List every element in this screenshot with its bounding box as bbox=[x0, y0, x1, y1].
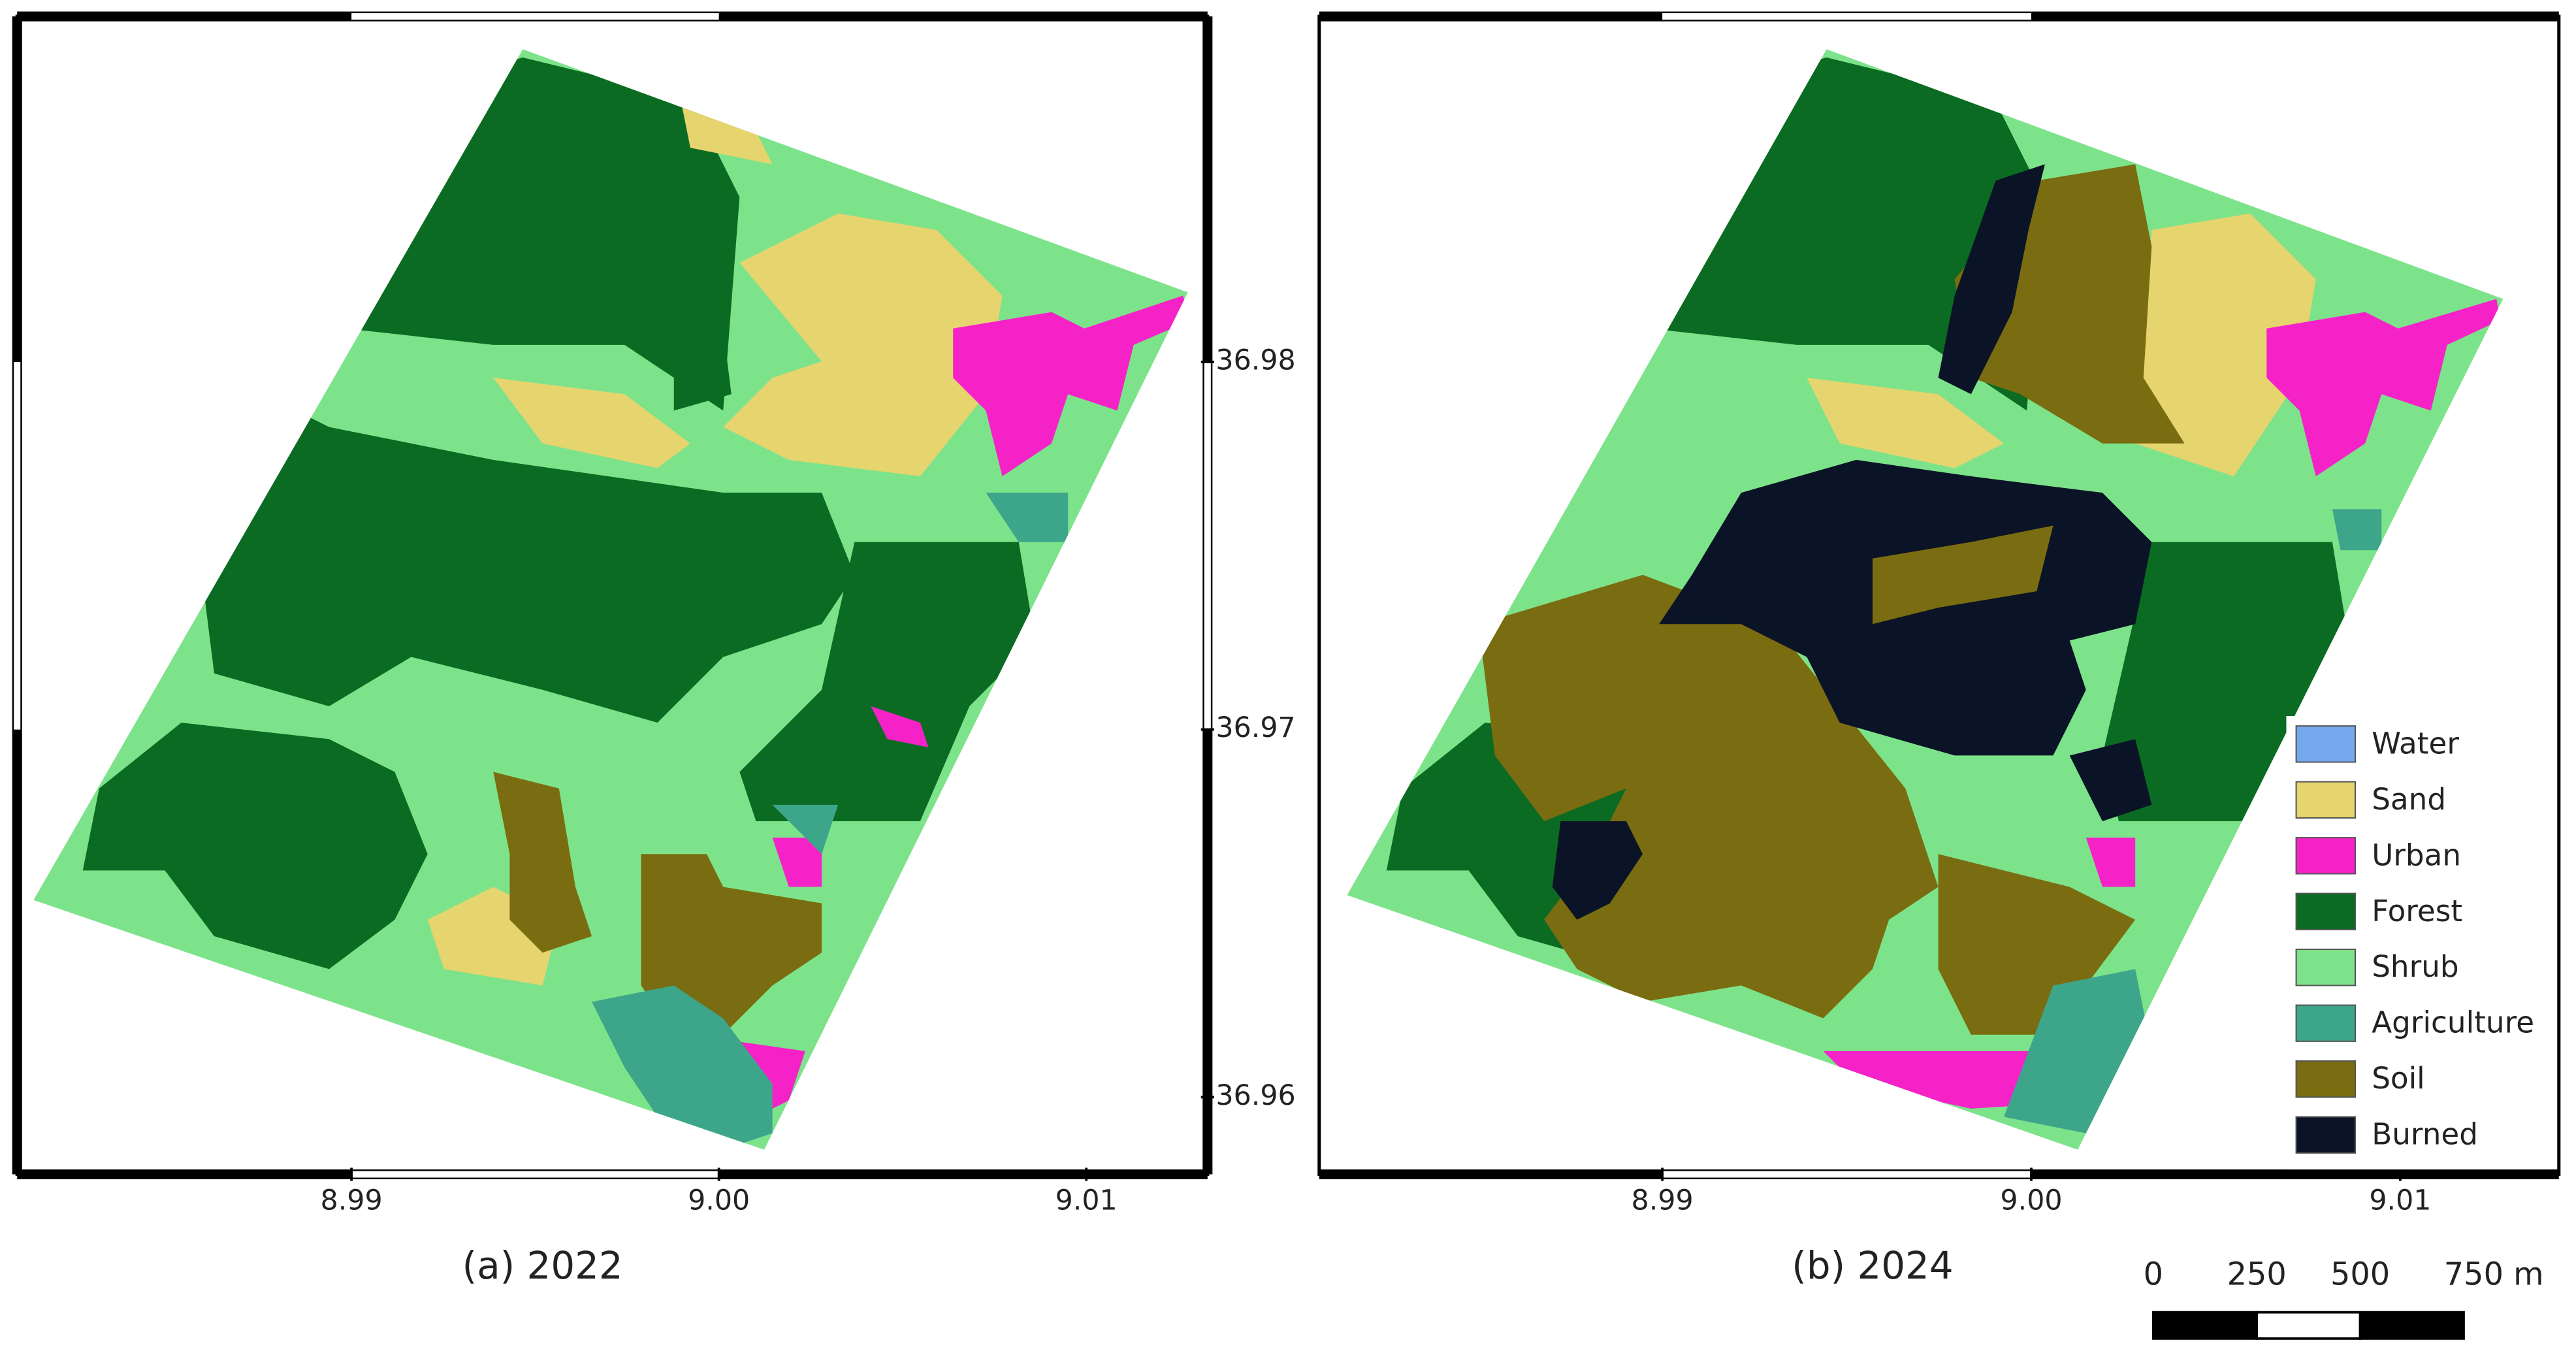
frame-bar-light bbox=[351, 13, 719, 20]
land-cover-patch bbox=[986, 493, 1069, 542]
frame-bar-light bbox=[351, 1171, 719, 1178]
scale-label: 750 m bbox=[2444, 1256, 2544, 1292]
land-cover-patch bbox=[673, 312, 732, 411]
legend-label: Sand bbox=[2372, 782, 2446, 817]
x-tick-label: 9.01 bbox=[2369, 1184, 2431, 1217]
legend-swatch bbox=[2295, 725, 2357, 763]
x-tick-label: 8.99 bbox=[1632, 1184, 1694, 1217]
panel-caption: (b) 2024 bbox=[1792, 1243, 1953, 1288]
y-tick-label: 36.98 bbox=[1216, 344, 1295, 377]
land-cover-patch bbox=[592, 985, 773, 1150]
land-cover-patch bbox=[82, 723, 428, 970]
land-cover-patch bbox=[2266, 299, 2500, 477]
x-tick-label: 8.99 bbox=[321, 1184, 383, 1217]
x-tick-label: 9.01 bbox=[1055, 1184, 1118, 1217]
x-tick-label: 9.00 bbox=[688, 1184, 750, 1217]
legend-label: Water bbox=[2372, 726, 2459, 760]
land-cover-patch bbox=[953, 295, 1188, 477]
legend-label: Forest bbox=[2372, 894, 2462, 928]
land-cover-patch bbox=[2135, 213, 2316, 477]
land-cover-patch bbox=[1938, 164, 2045, 395]
legend-label: Urban bbox=[2372, 838, 2461, 872]
frame-bar-light bbox=[1204, 362, 1211, 730]
land-cover-patch bbox=[1872, 525, 2053, 625]
legend-swatch bbox=[2295, 837, 2357, 875]
scale-segment bbox=[2359, 1311, 2465, 1340]
land-cover-map-2022 bbox=[33, 49, 1188, 1150]
legend-swatch bbox=[2295, 1004, 2357, 1042]
legend-label: Agriculture bbox=[2372, 1005, 2534, 1040]
x-tick-label: 9.00 bbox=[2000, 1184, 2062, 1217]
land-cover-patch bbox=[641, 854, 822, 1035]
scale-label: 500 bbox=[2330, 1256, 2390, 1292]
legend-swatch bbox=[2295, 1116, 2357, 1154]
y-tick-label: 36.97 bbox=[1216, 711, 1295, 744]
land-cover-patch bbox=[493, 772, 592, 953]
legend-label: Shrub bbox=[2372, 949, 2458, 984]
land-cover-patch bbox=[739, 542, 1035, 821]
frame-bar-light bbox=[1662, 13, 2031, 20]
frame-bar-light bbox=[1662, 1171, 2031, 1178]
frame-bar-light bbox=[14, 362, 21, 730]
land-cover-patch bbox=[772, 804, 839, 855]
land-cover-patch bbox=[723, 213, 1003, 477]
legend-swatch bbox=[2295, 949, 2357, 987]
scale-segment bbox=[2151, 1311, 2259, 1340]
scale-label: 250 bbox=[2227, 1256, 2287, 1292]
legend-swatch bbox=[2295, 781, 2357, 819]
y-tick-label: 36.96 bbox=[1216, 1079, 1295, 1112]
legend-label: Soil bbox=[2372, 1061, 2425, 1096]
land-cover-patch bbox=[2085, 838, 2136, 887]
legend-swatch bbox=[2295, 1060, 2357, 1098]
land-cover-patch bbox=[871, 706, 929, 747]
scale-segment bbox=[2255, 1311, 2362, 1340]
legend-swatch bbox=[2295, 892, 2357, 930]
legend-label: Burned bbox=[2372, 1117, 2478, 1152]
land-cover-patch bbox=[1552, 821, 1643, 920]
land-cover-patch bbox=[1807, 378, 2004, 468]
land-cover-patch bbox=[2069, 739, 2152, 821]
scale-label: 0 bbox=[2144, 1256, 2163, 1292]
land-cover-patch bbox=[197, 410, 855, 723]
panel-caption: (a) 2022 bbox=[462, 1243, 623, 1288]
land-cover-patch bbox=[493, 378, 690, 468]
land-cover-patch bbox=[772, 838, 822, 887]
land-cover-patch bbox=[2332, 509, 2382, 551]
land-cover-patch bbox=[1938, 854, 2136, 1035]
